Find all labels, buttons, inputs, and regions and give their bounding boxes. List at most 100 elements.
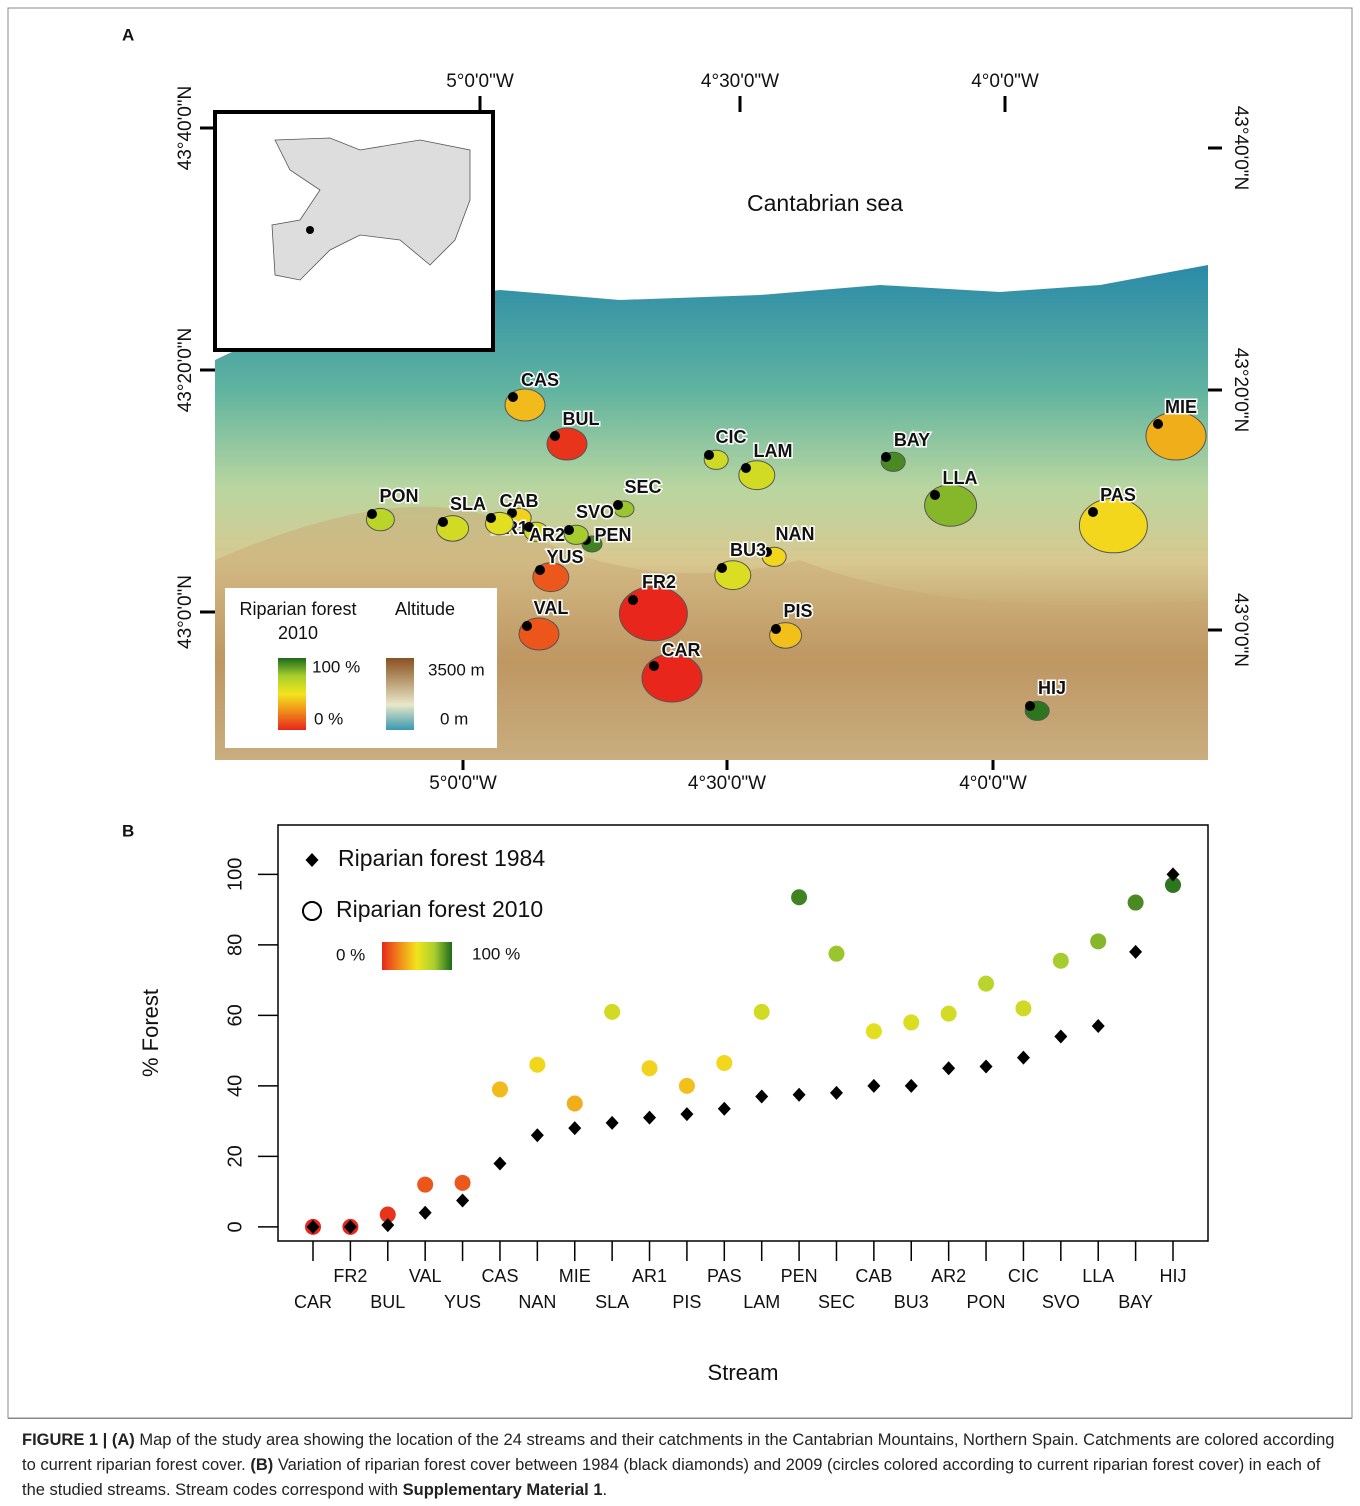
- lat-label: 43°0'0"N: [1230, 593, 1251, 667]
- data-point: [530, 1128, 544, 1143]
- legend-label: 3500 m: [428, 660, 485, 679]
- legend-title: Altitude: [395, 599, 455, 619]
- plot-frame: [277, 824, 1209, 1242]
- inset-marker: [306, 226, 314, 234]
- legend-label: 0 m: [440, 709, 468, 728]
- data-point: [379, 1206, 396, 1223]
- lon-label: 4°30'0"W: [701, 71, 779, 92]
- legend-title: 2010: [278, 623, 318, 643]
- x-tick-label: CAR: [294, 1292, 332, 1312]
- stream-point: [930, 490, 940, 500]
- legend-marker: [302, 901, 322, 921]
- stream-label: NAN: [776, 524, 815, 544]
- data-point: [1127, 894, 1144, 911]
- data-point: [605, 1115, 619, 1130]
- x-tick-label: BAY: [1118, 1292, 1153, 1312]
- y-tick-label: 0: [224, 1221, 246, 1232]
- stream-label: VAL: [534, 598, 569, 618]
- lon-label: 4°0'0"W: [959, 773, 1027, 794]
- x-tick-label: LAM: [743, 1292, 780, 1312]
- caption-ref: Supplementary Material 1: [402, 1481, 603, 1499]
- stream-point: [508, 392, 518, 402]
- data-point: [942, 1061, 956, 1076]
- legend-label: Riparian forest 1984: [338, 845, 545, 871]
- stream-point: [771, 624, 781, 634]
- stream-label: PIS: [783, 601, 812, 621]
- lat-label: 43°40'0"N: [175, 86, 196, 171]
- stream-label: BU3: [730, 540, 766, 560]
- lon-label: 5°0'0"W: [429, 773, 497, 794]
- forest-colorbar: [278, 658, 306, 730]
- lon-label: 4°30'0"W: [688, 773, 766, 794]
- data-point: [978, 975, 995, 992]
- y-axis-label: % Forest: [138, 989, 163, 1077]
- data-point: [568, 1121, 582, 1136]
- stream-label: SVO: [576, 502, 614, 522]
- stream-point: [1153, 419, 1163, 429]
- caption: FIGURE 1 | (A) Map of the study area sho…: [8, 1418, 1352, 1503]
- x-tick-label: AR2: [931, 1266, 966, 1286]
- stream-label: AR2: [529, 525, 565, 545]
- colorbar-label: 100 %: [472, 944, 520, 963]
- data-point: [680, 1107, 694, 1122]
- data-point: [828, 945, 845, 962]
- stream-point: [881, 452, 891, 462]
- stream-point: [628, 595, 638, 605]
- caption-label: (B): [250, 1456, 274, 1474]
- data-point: [867, 1078, 881, 1093]
- data-point: [1016, 1050, 1030, 1065]
- stream-point: [741, 463, 751, 473]
- data-point: [903, 1014, 920, 1031]
- stream-label: LAM: [754, 441, 793, 461]
- data-point: [454, 1174, 471, 1191]
- map-legend: [225, 588, 497, 748]
- legend-label: Riparian forest 2010: [336, 896, 543, 922]
- x-tick-label: LLA: [1082, 1266, 1114, 1286]
- stream-point: [438, 517, 448, 527]
- x-tick-label: PIS: [672, 1292, 701, 1312]
- legend-colorbar: [382, 942, 452, 970]
- y-tick-label: 60: [224, 1004, 246, 1026]
- x-tick-label: PAS: [707, 1266, 742, 1286]
- stream-label: CAB: [500, 491, 539, 511]
- y-tick-label: 20: [224, 1145, 246, 1167]
- lat-label: 43°0'0"N: [175, 575, 196, 649]
- inset-land: [271, 137, 471, 281]
- data-point: [418, 1205, 432, 1220]
- stream-label: PON: [379, 486, 418, 506]
- catchment: [641, 653, 703, 703]
- stream-label: SLA: [450, 494, 486, 514]
- data-point: [1091, 1018, 1105, 1033]
- stream-point: [564, 525, 574, 535]
- x-tick-label: FR2: [333, 1266, 367, 1286]
- x-tick-label: SLA: [595, 1292, 629, 1312]
- data-point: [716, 1054, 733, 1071]
- x-tick-label: BU3: [894, 1292, 929, 1312]
- y-tick-label: 40: [224, 1075, 246, 1097]
- caption-text: Variation of riparian forest cover betwe…: [22, 1456, 1321, 1499]
- panel-label: A: [122, 25, 134, 44]
- y-tick-label: 100: [224, 858, 246, 891]
- legend-label: 0 %: [314, 709, 343, 728]
- x-tick-label: CAS: [481, 1266, 518, 1286]
- data-point: [1166, 867, 1180, 882]
- stream-point: [1025, 701, 1035, 711]
- data-point: [865, 1023, 882, 1040]
- x-tick-label: MIE: [559, 1266, 591, 1286]
- stream-point: [762, 547, 772, 557]
- data-point: [604, 1003, 621, 1020]
- data-point: [979, 1059, 993, 1074]
- legend-title: Riparian forest: [239, 599, 356, 619]
- x-tick-label: CIC: [1008, 1266, 1039, 1286]
- stream-point: [1088, 507, 1098, 517]
- data-point: [306, 1219, 320, 1234]
- data-point: [417, 1176, 434, 1193]
- stream-label: HIJ: [1038, 678, 1066, 698]
- stream-point: [613, 500, 623, 510]
- data-point: [1054, 1029, 1068, 1044]
- legend-label: 100 %: [312, 657, 360, 676]
- stream-label: BUL: [563, 409, 600, 429]
- data-point: [643, 1110, 657, 1125]
- lat-label: 43°40'0"N: [1230, 106, 1251, 191]
